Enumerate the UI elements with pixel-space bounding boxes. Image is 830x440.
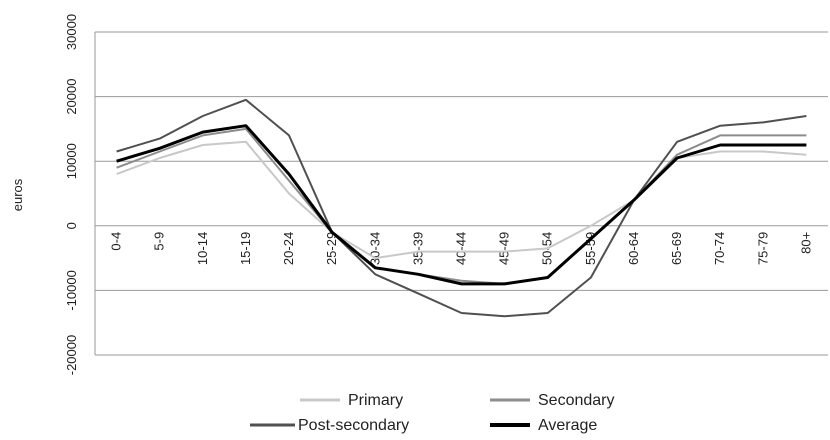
- series-line: [116, 140, 807, 260]
- x-tick-label: 60-64: [626, 232, 641, 265]
- legend-label: Secondary: [538, 392, 615, 409]
- x-tick-label: 65-69: [669, 232, 684, 265]
- x-tick-label: 25-29: [324, 232, 339, 265]
- x-tick-label: 0-4: [109, 232, 124, 251]
- x-tick-label: 20-24: [281, 232, 296, 265]
- x-tick-label: 45-49: [497, 232, 512, 265]
- x-tick-label: 5-9: [152, 232, 167, 251]
- series-line: [116, 127, 807, 285]
- y-tick-label: 0: [64, 222, 79, 229]
- x-tick-label: 35-39: [410, 232, 425, 265]
- y-tick-label: -10000: [64, 270, 79, 310]
- y-tick-label: 30000: [64, 14, 79, 50]
- y-tick-label: 20000: [64, 79, 79, 115]
- x-tick-label: 55-59: [583, 232, 598, 265]
- x-tick-label: 40-44: [454, 232, 469, 265]
- y-tick-label: 10000: [64, 143, 79, 179]
- legend-label: Average: [538, 417, 597, 434]
- x-tick-label: 75-79: [755, 232, 770, 265]
- series-line: [116, 124, 807, 286]
- x-tick-label: 70-74: [712, 232, 727, 265]
- legend-label: Post-secondary: [298, 417, 409, 434]
- y-tick-label: -20000: [64, 335, 79, 375]
- legend-label: Primary: [348, 392, 403, 409]
- x-tick-label: 15-19: [238, 232, 253, 265]
- x-tick-label: 30-34: [367, 232, 382, 265]
- y-axis-label: euros: [10, 178, 25, 211]
- x-tick-label: 10-14: [195, 232, 210, 265]
- x-tick-label: 80+: [798, 232, 813, 254]
- series-line: [116, 98, 807, 318]
